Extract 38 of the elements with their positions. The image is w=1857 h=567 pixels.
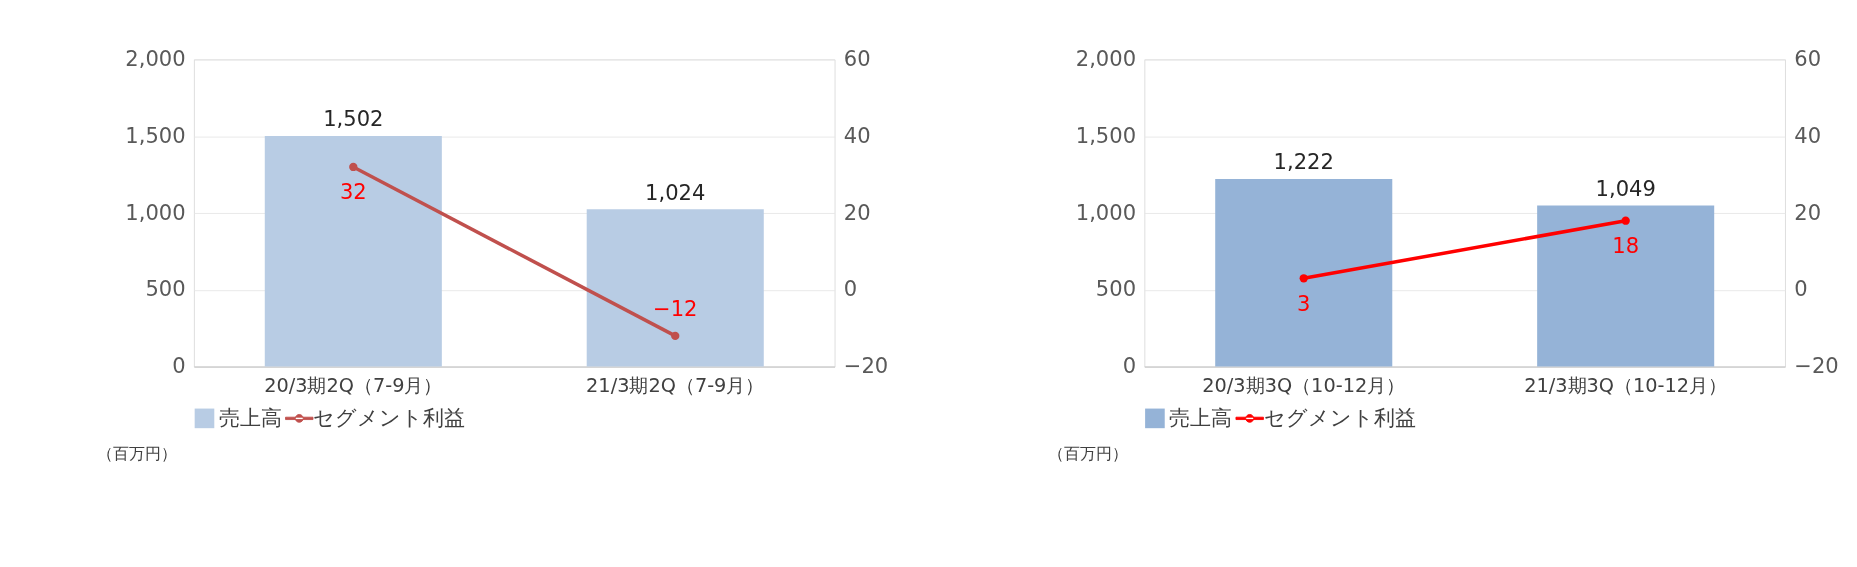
y2-tick-label: 40 — [843, 122, 871, 148]
data-label: 1,502 — [323, 106, 384, 132]
data-label: 32 — [339, 179, 367, 205]
x-tick-label: 21/3期2Q（7-9月） — [586, 374, 765, 398]
y-tick-label: 0 — [172, 353, 186, 379]
x-tick-label: 20/3期2Q（7-9月） — [264, 374, 443, 398]
y-tick-label: 2,000 — [1075, 46, 1137, 72]
y2-tick-label: 40 — [1794, 122, 1822, 148]
data-label: 1,024 — [645, 179, 706, 205]
y2-tick-label: 20 — [1794, 199, 1822, 225]
text: （百万円） — [1047, 443, 1128, 463]
data-label: 18 — [1612, 233, 1640, 259]
y2-tick-label: −20 — [1794, 353, 1839, 379]
y-tick-label: 0 — [1122, 353, 1137, 379]
y-tick-label: 500 — [145, 276, 186, 302]
x-tick-label: 20/3期3Q（10-12月） — [1202, 374, 1406, 398]
legend-label: セグメント利益 — [313, 404, 466, 430]
x-tick-label: 21/3期3Q（10-12月） — [1524, 374, 1728, 398]
y-tick-label: 1,000 — [1075, 199, 1137, 225]
y-tick-label: 500 — [1095, 276, 1137, 302]
data-label: 1,222 — [1273, 149, 1334, 175]
y-tick-label: 1,000 — [125, 199, 186, 225]
y2-tick-label: 0 — [843, 276, 858, 302]
y2-tick-label: 60 — [1794, 46, 1822, 72]
y-tick-label: 1,500 — [125, 122, 186, 148]
legend-label: 売上高 — [1168, 404, 1232, 430]
legend-label: 売上高 — [218, 404, 282, 430]
text: （百万円） — [97, 443, 178, 463]
y-tick-label: 2,000 — [125, 46, 186, 72]
y2-tick-label: −20 — [843, 353, 889, 379]
y-tick-label: 1,500 — [1075, 122, 1137, 148]
y2-tick-label: 60 — [843, 46, 871, 72]
data-label: 1,049 — [1595, 175, 1656, 201]
y2-tick-label: 0 — [1794, 276, 1808, 302]
legend-label: セグメント利益 — [1263, 404, 1416, 430]
data-label: −12 — [653, 295, 698, 321]
y2-tick-label: 20 — [843, 199, 871, 225]
data-label: 3 — [1297, 290, 1311, 316]
